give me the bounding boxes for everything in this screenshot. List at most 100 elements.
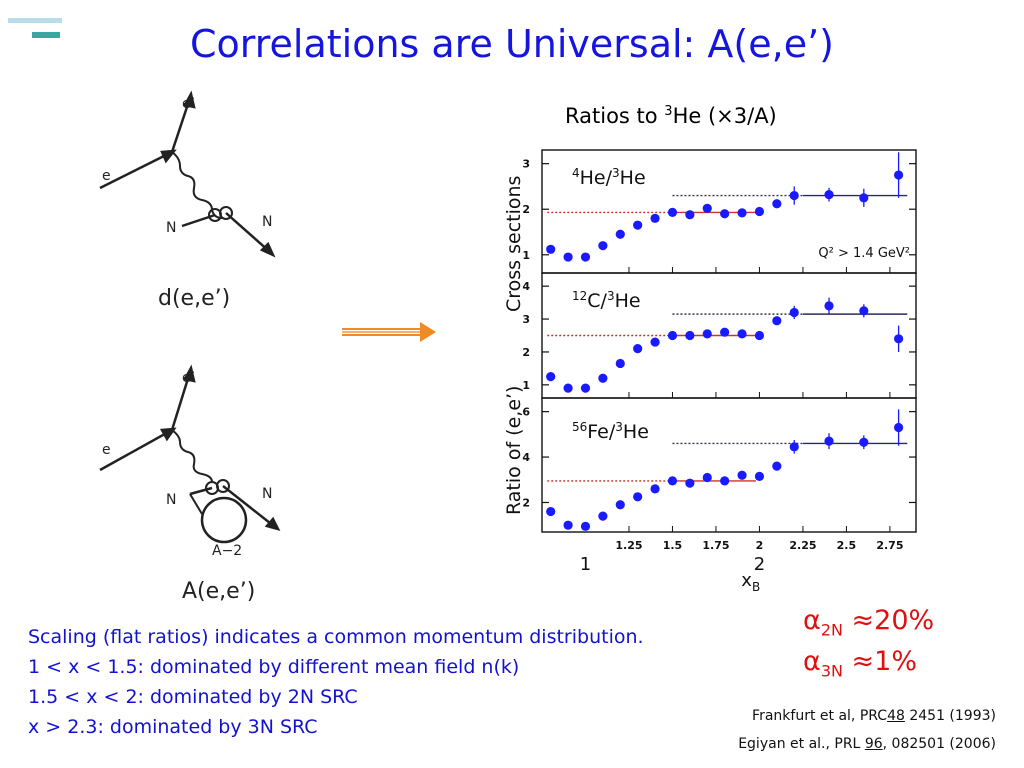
data-point xyxy=(754,206,765,217)
y-tick-label: 4 xyxy=(522,280,530,293)
y-tick-label: 2 xyxy=(522,346,530,359)
electron-in-arrowhead xyxy=(160,149,177,164)
data-point xyxy=(737,329,747,339)
y-axis-label-bottom: Ratio of (e,e’) xyxy=(503,386,525,515)
diagram-nucleus xyxy=(99,364,281,544)
x-tick-label: 1.75 xyxy=(702,539,729,552)
electron-out-line-b xyxy=(170,371,192,431)
spectator-line xyxy=(189,493,203,515)
data-point xyxy=(563,252,573,262)
nucleon-left-line xyxy=(181,213,216,228)
data-point xyxy=(824,190,834,200)
y-tick-label: 6 xyxy=(522,406,530,419)
data-point xyxy=(650,484,660,494)
ref-post: 2451 (1993) xyxy=(904,708,996,724)
panel-label: 4He/3He xyxy=(572,166,646,189)
data-point xyxy=(563,520,573,530)
x-tick-label: 2.75 xyxy=(876,539,903,552)
data-point xyxy=(789,190,799,201)
notes-block: Scaling (flat ratios) indicates a common… xyxy=(28,622,644,742)
data-point xyxy=(598,373,608,383)
panel-label: 56Fe/3He xyxy=(572,420,649,443)
data-point xyxy=(598,241,608,251)
panel-label: 12C/3He xyxy=(572,289,641,312)
plot-title-sup: 3 xyxy=(664,104,673,119)
ref-pre: Egiyan et al., PRL xyxy=(738,736,865,752)
data-point xyxy=(702,472,712,483)
data-point xyxy=(859,306,869,316)
data-point xyxy=(685,478,695,488)
plot-title-post: He (×3/A) xyxy=(672,104,777,128)
ref-volume: 48 xyxy=(887,708,905,724)
y-tick-label: 2 xyxy=(522,203,530,216)
data-point xyxy=(615,229,625,239)
bottom-n-left-label: N xyxy=(166,492,176,508)
note-line: x > 2.3: dominated by 3N SRC xyxy=(28,716,318,738)
nucleon-right-line xyxy=(225,212,271,253)
data-point xyxy=(580,252,591,262)
y-axis-label-top: Cross sections xyxy=(503,176,525,312)
reference-1: Frankfurt et al, PRC48 2451 (1993) xyxy=(752,708,996,724)
data-point xyxy=(650,213,660,223)
slide-title: Correlations are Universal: A(e,e’) xyxy=(190,22,834,66)
nucleon-right-arrowhead xyxy=(259,241,276,258)
data-point xyxy=(615,358,625,369)
data-point xyxy=(702,203,712,213)
corner-decoration-teal xyxy=(32,32,60,38)
x-tick-label: 1.25 xyxy=(615,539,642,552)
data-point xyxy=(737,470,747,480)
data-point xyxy=(598,511,608,521)
data-point xyxy=(546,506,556,517)
x-tick-label: 2 xyxy=(756,539,764,552)
top-n-left-label: N xyxy=(166,220,176,236)
data-point xyxy=(546,372,556,382)
alpha-symbol: α xyxy=(803,605,821,636)
bottom-diagram-caption: A(e,e’) xyxy=(182,579,255,604)
data-point xyxy=(824,436,834,446)
data-point xyxy=(894,334,904,344)
data-point xyxy=(720,476,730,486)
nucleon-left-line-b xyxy=(189,486,213,496)
x-tick-label: 2.5 xyxy=(837,539,857,552)
reference-2: Egiyan et al., PRL 96, 082501 (2006) xyxy=(738,736,996,752)
data-point xyxy=(789,307,799,318)
data-point xyxy=(824,301,834,311)
data-point xyxy=(667,476,678,486)
panel-note: Q² > 1.4 GeV² xyxy=(818,246,910,261)
vertex-circle-b2 xyxy=(216,479,230,493)
bottom-n-right-label: N xyxy=(262,486,272,502)
data-point xyxy=(650,337,660,347)
chart-panel: 1 2 3 4He/3He Q² > 1.4 GeV² xyxy=(522,149,917,274)
electron-in-line-b xyxy=(99,428,173,472)
alpha-value: ≈20% xyxy=(842,605,935,636)
data-point xyxy=(580,383,591,393)
data-point xyxy=(754,330,765,341)
ref-pre: Frankfurt et al, PRC xyxy=(752,708,888,724)
data-point xyxy=(754,471,765,481)
data-point xyxy=(667,330,678,341)
data-point xyxy=(633,220,643,230)
electron-out-arrowhead-b xyxy=(183,364,196,383)
y-tick-label: 4 xyxy=(522,451,530,464)
data-point xyxy=(580,521,591,531)
data-point xyxy=(894,170,904,180)
data-point xyxy=(667,207,678,218)
note-line: 1.5 < x < 2: dominated by 2N SRC xyxy=(28,686,358,708)
electron-out-line xyxy=(170,97,192,153)
data-point xyxy=(546,244,556,254)
note-line: 1 < x < 1.5: dominated by different mean… xyxy=(28,656,520,678)
ref-volume: 96 xyxy=(864,736,883,752)
alpha-value: ≈1% xyxy=(842,646,918,677)
corner-decoration-light xyxy=(8,18,62,23)
data-point xyxy=(563,383,573,393)
bottom-e-out-label: e’ xyxy=(182,370,195,386)
x-big-label: 2 xyxy=(754,554,765,575)
x-tick-label: 2.25 xyxy=(789,539,816,552)
data-point xyxy=(737,208,747,218)
double-right-arrow-icon xyxy=(342,322,436,342)
data-point xyxy=(859,193,869,203)
photon-wavy-line-b xyxy=(171,429,213,483)
data-point xyxy=(615,500,625,510)
top-diagram-caption: d(e,e’) xyxy=(158,286,230,311)
